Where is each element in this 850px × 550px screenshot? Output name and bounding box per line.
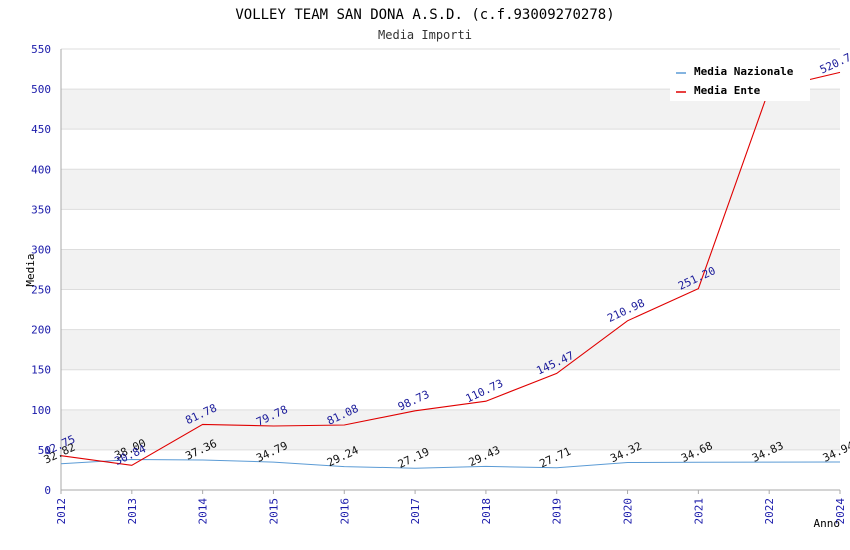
x-tick-label: 2020 xyxy=(622,498,635,525)
y-tick-label: 350 xyxy=(31,203,51,216)
x-tick-label: 2012 xyxy=(55,498,68,525)
series-line-media-ente xyxy=(60,71,841,466)
grid-band xyxy=(61,369,840,410)
y-tick-label: 400 xyxy=(31,163,51,176)
grid-band xyxy=(61,249,840,290)
x-tick-label: 2013 xyxy=(126,498,139,525)
y-tick-label: 450 xyxy=(31,123,51,136)
y-axis-label: Media xyxy=(24,253,37,286)
x-tick-label: 2015 xyxy=(267,498,280,525)
y-tick-label: 250 xyxy=(31,284,51,297)
grid-band xyxy=(61,449,840,490)
x-tick-label: 2016 xyxy=(338,498,351,525)
x-tick-label: 2019 xyxy=(551,498,564,525)
chart-title: VOLLEY TEAM SAN DONA A.S.D. (c.f.9300927… xyxy=(235,7,614,23)
plot-area: 0 50 100 150 200 250 300 350 400 450 500 550 2012 201… xyxy=(31,43,850,525)
x-tick-label: 2014 xyxy=(197,498,210,525)
grid-band xyxy=(61,169,840,210)
y-tick-label: 300 xyxy=(31,243,51,256)
x-tick-label: 2022 xyxy=(763,498,776,525)
x-tick-label: 2024 xyxy=(834,498,847,525)
y-tick-label: 550 xyxy=(31,43,51,56)
x-axis-label: Anno xyxy=(814,517,841,530)
y-tick-label: 50 xyxy=(38,444,51,457)
y-tick-label: 150 xyxy=(31,364,51,377)
grid-band xyxy=(61,129,840,170)
y-tick-label: 200 xyxy=(31,324,51,337)
y-tick-label: 500 xyxy=(31,83,51,96)
legend-label-media-nazionale: Media Nazionale xyxy=(694,65,794,78)
series-line-media-nazionale xyxy=(60,458,841,469)
y-tick-label: 100 xyxy=(31,404,51,417)
grid-band xyxy=(61,409,840,450)
legend: Media Nazionale Media Ente xyxy=(670,61,810,101)
grid-band xyxy=(61,209,840,250)
legend-label-media-ente: Media Ente xyxy=(694,84,761,97)
grid-band xyxy=(61,329,840,370)
chart-subtitle: Media Importi xyxy=(378,28,472,42)
x-tick-label: 2018 xyxy=(480,498,493,525)
legend-box xyxy=(670,61,810,101)
grid-band xyxy=(61,289,840,330)
y-tick-label: 0 xyxy=(44,484,51,497)
x-tick-label: 2017 xyxy=(409,498,422,525)
x-tick-label: 2021 xyxy=(692,498,705,525)
